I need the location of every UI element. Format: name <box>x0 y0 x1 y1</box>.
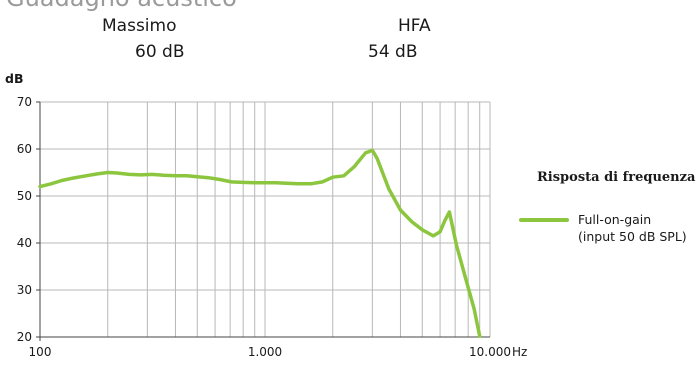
y-tick-label: 50 <box>17 189 32 203</box>
x-tick-label: 1.000 <box>248 345 282 359</box>
series-line-full-on-gain <box>38 148 482 338</box>
x-axis-label: Hz <box>512 345 527 359</box>
chart-series <box>38 148 482 338</box>
legend-entry-line2: (input 50 dB SPL) <box>578 229 687 244</box>
chart-axes: 20 30 40 50 60 70 100 1.000 10.000 Hz <box>17 95 528 359</box>
stat-value-massimo: 60 dB <box>135 42 185 62</box>
y-tick-label: 60 <box>17 142 32 156</box>
stat-value-hfa: 54 dB <box>368 42 418 62</box>
stat-label-hfa: HFA <box>398 16 431 36</box>
y-tick-label: 70 <box>17 95 32 109</box>
page-title: Guadagno acustico <box>6 0 237 12</box>
legend-entry: Full-on-gain (input 50 dB SPL) <box>578 211 687 245</box>
y-tick-label: 20 <box>17 330 32 344</box>
chart-grid <box>40 101 491 337</box>
legend-series-swatch <box>519 218 569 222</box>
y-axis-label: dB <box>5 71 23 86</box>
x-tick-label: 100 <box>29 345 52 359</box>
legend-title: Risposta di frequenza <box>537 170 696 185</box>
y-tick-label: 40 <box>17 236 32 250</box>
stat-label-massimo: Massimo <box>102 16 177 36</box>
x-tick-label: 10.000 <box>469 345 511 359</box>
y-tick-label: 30 <box>17 283 32 297</box>
legend-entry-line1: Full-on-gain <box>578 212 652 227</box>
